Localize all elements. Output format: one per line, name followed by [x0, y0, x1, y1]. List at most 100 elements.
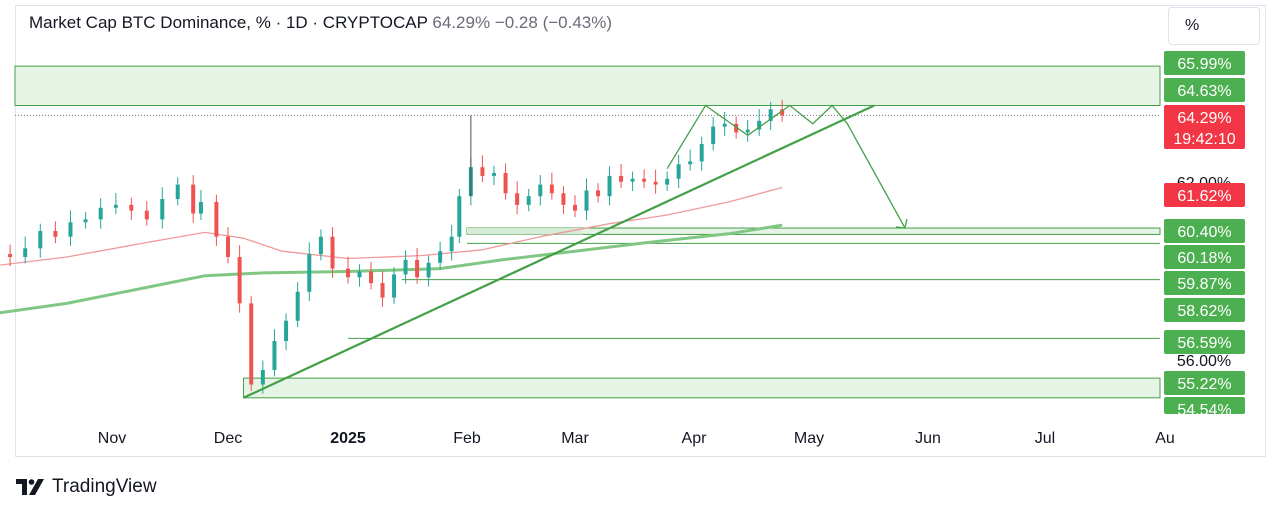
price-tag-text: 56.59% — [1177, 335, 1231, 352]
candle — [745, 119, 750, 142]
candle-body — [642, 178, 647, 182]
candle-body — [403, 259, 408, 275]
candle-body — [768, 109, 773, 121]
candle-body — [68, 222, 73, 237]
x-axis-label: Jul — [1035, 430, 1055, 447]
candle — [630, 171, 635, 191]
candle-body — [549, 184, 554, 194]
candle-body — [492, 173, 496, 176]
trendline — [243, 104, 875, 399]
candle-body — [561, 193, 566, 205]
candle — [330, 227, 335, 278]
candle — [584, 178, 589, 220]
candle — [392, 267, 397, 304]
candle — [688, 149, 693, 171]
candle-body — [98, 207, 103, 220]
price-tag-bg — [1164, 298, 1245, 322]
price-tag-bg — [1164, 105, 1245, 149]
price-tag: 61.62% — [1164, 183, 1245, 207]
candle — [307, 242, 312, 302]
candle-body — [23, 248, 28, 258]
candle-body — [144, 210, 149, 220]
x-axis-label: May — [794, 430, 824, 447]
candle-body — [449, 236, 454, 252]
candle-body — [438, 251, 443, 263]
candle-body — [526, 196, 531, 205]
candle-body — [596, 190, 601, 197]
arrow-head — [895, 218, 908, 229]
candle — [83, 212, 88, 229]
candle-body — [745, 129, 750, 133]
price-tag-bg — [1164, 183, 1245, 207]
candle-body — [284, 320, 289, 342]
brand[interactable]: TradingView — [16, 476, 157, 498]
candle-body — [318, 236, 323, 255]
candle-body — [330, 236, 335, 269]
candle-body — [480, 167, 485, 176]
candle-body — [237, 257, 242, 304]
candle-body — [780, 109, 785, 116]
candle — [380, 271, 385, 307]
candle — [68, 210, 73, 247]
price-scale: 62.00%56.00%65.99%64.63%64.29%19:42:1061… — [1164, 51, 1245, 419]
price-change: −0.28 (−0.43%) — [494, 13, 613, 32]
price-tag: 60.18% — [1164, 245, 1245, 269]
candle-body — [113, 204, 118, 208]
candle-body — [619, 175, 624, 182]
candle-body — [83, 219, 88, 223]
candle-body — [515, 193, 520, 205]
candle — [549, 172, 554, 200]
candle-body — [699, 144, 704, 162]
candle — [214, 194, 219, 247]
price-tag-bg — [1164, 51, 1245, 75]
candle-body — [38, 230, 43, 249]
candle-body — [538, 184, 543, 197]
candle-body — [295, 291, 300, 321]
candle-body — [653, 181, 658, 185]
candle-body — [260, 369, 265, 385]
price-tag-text: 65.99% — [1177, 56, 1231, 73]
chart-frame — [15, 5, 1266, 457]
candle-body — [129, 204, 134, 211]
symbol-title[interactable]: Market Cap BTC Dominance, % · 1D · CRYPT… — [29, 13, 428, 32]
price-tag: 64.29% 19:42:10 — [1164, 105, 1245, 149]
candle-body — [380, 283, 385, 298]
zone-layer — [14, 65, 1161, 399]
candle-body — [426, 262, 431, 278]
price-tag-text: 61.62% — [1177, 188, 1231, 205]
chart-header: Market Cap BTC Dominance, % · 1D · CRYPT… — [29, 13, 612, 33]
candle — [503, 163, 508, 200]
candle-body — [711, 126, 716, 145]
candle — [449, 224, 454, 261]
candle-body — [584, 190, 589, 211]
candle-body — [676, 164, 681, 179]
price-tag-bg — [1164, 371, 1245, 395]
scale-unit-button[interactable]: % — [1168, 7, 1260, 45]
candle-body — [346, 268, 350, 278]
candle — [665, 171, 670, 191]
candle-body — [457, 196, 462, 237]
candle-body — [198, 201, 203, 214]
candle — [596, 183, 601, 203]
candle — [722, 111, 727, 136]
price-tag-bg — [1164, 397, 1245, 414]
candle — [492, 165, 496, 186]
candle — [561, 186, 566, 215]
projection-path — [666, 104, 906, 229]
candle — [38, 223, 43, 258]
candle — [8, 244, 13, 267]
moving-average-slow — [0, 223, 783, 315]
candle-body — [665, 178, 670, 185]
candle-body — [272, 341, 277, 370]
candle — [113, 192, 118, 215]
candle — [160, 187, 165, 229]
candle — [642, 169, 647, 189]
price-tag: 59.87% — [1164, 271, 1245, 295]
x-axis-label: Dec — [214, 430, 242, 447]
zone-rect — [242, 377, 1161, 399]
price-tag-text: 64.29% — [1177, 110, 1231, 127]
candle — [144, 201, 149, 226]
zone-rect — [14, 65, 1161, 106]
candle-body — [191, 184, 196, 214]
